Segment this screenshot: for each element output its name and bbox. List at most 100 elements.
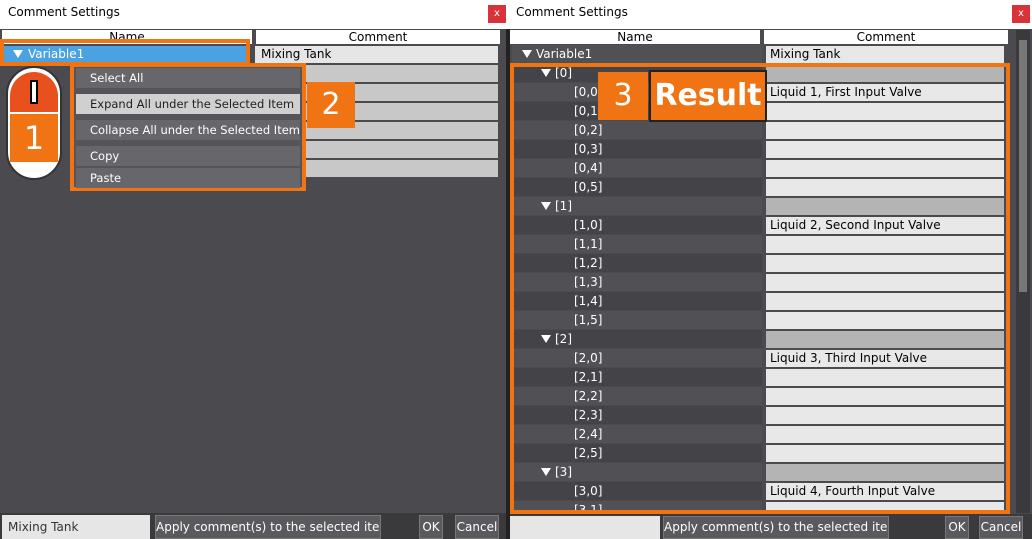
menu-item[interactable]: Select All <box>76 68 300 88</box>
comment-cell[interactable] <box>766 122 1004 139</box>
comment-cell[interactable] <box>766 407 1004 424</box>
expand-arrow <box>522 50 532 58</box>
tree-name: [2,4] <box>574 427 603 441</box>
expand-arrow <box>13 50 23 58</box>
apply-button[interactable]: Apply comment(s) to the selected item(s) <box>155 515 381 539</box>
scroll-thumb <box>1019 40 1027 292</box>
comment-cell[interactable] <box>766 331 1004 348</box>
comment-cell[interactable] <box>766 179 1004 196</box>
tree-row <box>512 368 762 386</box>
comment-cell[interactable] <box>766 445 1004 462</box>
tree-name: [0,5] <box>574 180 603 194</box>
apply-button[interactable]: Apply comment(s) to the selected item(s) <box>663 516 889 539</box>
tree-name: [2] <box>555 332 572 346</box>
tree-row-selected <box>4 46 246 63</box>
tree-row <box>512 235 762 253</box>
comment-cell[interactable] <box>766 369 1004 386</box>
cancel-button[interactable]: Cancel <box>455 515 499 539</box>
menu-item[interactable]: Copy <box>76 146 300 166</box>
tree-name: [2,0] <box>574 351 603 365</box>
menu-item[interactable]: Expand All under the Selected Item <box>76 94 300 114</box>
menu-item[interactable]: Paste <box>76 168 300 188</box>
comment-cell[interactable]: Liquid 4, Fourth Input Valve <box>766 483 1004 500</box>
comment-cell[interactable] <box>766 141 1004 158</box>
tree-name: [1,2] <box>574 256 603 270</box>
comment-cell[interactable]: Liquid 2, Second Input Valve <box>766 217 1004 234</box>
comment-cell[interactable] <box>255 160 498 177</box>
highlight-frame <box>0 39 250 66</box>
ok-button[interactable]: OK <box>945 516 969 539</box>
comment-cell[interactable] <box>766 464 1004 481</box>
tree-name: [0,1] <box>574 104 603 118</box>
tree-name: [1,0] <box>574 218 603 232</box>
tree-row <box>512 349 762 367</box>
cancel-button[interactable]: Cancel <box>979 516 1023 539</box>
callout: 2 <box>307 82 355 128</box>
window-title: Comment Settings <box>8 5 120 19</box>
callout: 1 <box>10 114 58 162</box>
tree-name: [2,1] <box>574 370 603 384</box>
expand-arrow <box>541 335 551 343</box>
comment-cell[interactable]: Mixing Tank <box>766 46 1004 63</box>
tree-name: [1,4] <box>574 294 603 308</box>
column-header: Comment <box>764 30 1008 44</box>
close-button[interactable]: x <box>488 5 506 23</box>
close-button[interactable]: x <box>1012 5 1030 23</box>
comment-cell[interactable]: Liquid 1, First Input Valve <box>766 84 1004 101</box>
tree-row <box>512 330 762 348</box>
tree-name: [0,4] <box>574 161 603 175</box>
comment-cell[interactable] <box>766 236 1004 253</box>
tree-row <box>512 273 762 291</box>
tree-row <box>512 45 762 63</box>
comment-cell[interactable] <box>766 255 1004 272</box>
menu-item[interactable]: Collapse All under the Selected Item <box>76 120 300 140</box>
tree-name: [1,5] <box>574 313 603 327</box>
comment-input[interactable] <box>510 516 660 539</box>
comment-cell[interactable]: Liquid 3, Third Input Valve <box>766 350 1004 367</box>
comment-cell[interactable] <box>766 65 1004 82</box>
mouse-wheel <box>30 80 38 104</box>
tree-name: [2,2] <box>574 389 603 403</box>
comment-cell[interactable] <box>255 65 498 82</box>
tree-row <box>512 140 762 158</box>
title-bar <box>508 0 1032 29</box>
tree-name: [0,3] <box>574 142 603 156</box>
tree-name: [2,5] <box>574 446 603 460</box>
comment-cell[interactable] <box>766 312 1004 329</box>
callout: 3 <box>598 72 648 120</box>
tree-row <box>512 292 762 310</box>
tree-name: [0] <box>555 66 572 80</box>
comment-cell[interactable] <box>255 141 498 158</box>
column-header: Name <box>510 30 760 44</box>
comment-cell[interactable] <box>766 388 1004 405</box>
tree-row <box>512 311 762 329</box>
tree-name: [1,1] <box>574 237 603 251</box>
callout: Result <box>649 70 767 122</box>
comment-cell[interactable] <box>766 160 1004 177</box>
tree-name: Variable1 <box>536 47 593 61</box>
ok-button[interactable]: OK <box>419 515 443 539</box>
tree-row <box>512 387 762 405</box>
panel-divider <box>506 29 510 539</box>
column-header: Comment <box>256 30 500 44</box>
window-title: Comment Settings <box>516 5 628 19</box>
comment-input[interactable]: Mixing Tank <box>2 515 150 539</box>
tree-row <box>512 216 762 234</box>
comment-cell[interactable] <box>766 293 1004 310</box>
comment-cell[interactable]: Mixing Tank <box>255 46 498 63</box>
tree-row <box>512 159 762 177</box>
tree-row <box>512 463 762 481</box>
expand-arrow <box>541 69 551 77</box>
comment-cell[interactable] <box>766 198 1004 215</box>
tree-row <box>512 406 762 424</box>
tree-name: [2,3] <box>574 408 603 422</box>
tree-row <box>512 197 762 215</box>
tree-name: Variable1 <box>28 47 85 61</box>
expand-arrow <box>541 202 551 210</box>
comment-cell[interactable] <box>766 103 1004 120</box>
comment-cell[interactable] <box>766 274 1004 291</box>
tree-row <box>512 254 762 272</box>
tree-name: [0,0] <box>574 85 603 99</box>
comment-cell[interactable] <box>766 426 1004 443</box>
